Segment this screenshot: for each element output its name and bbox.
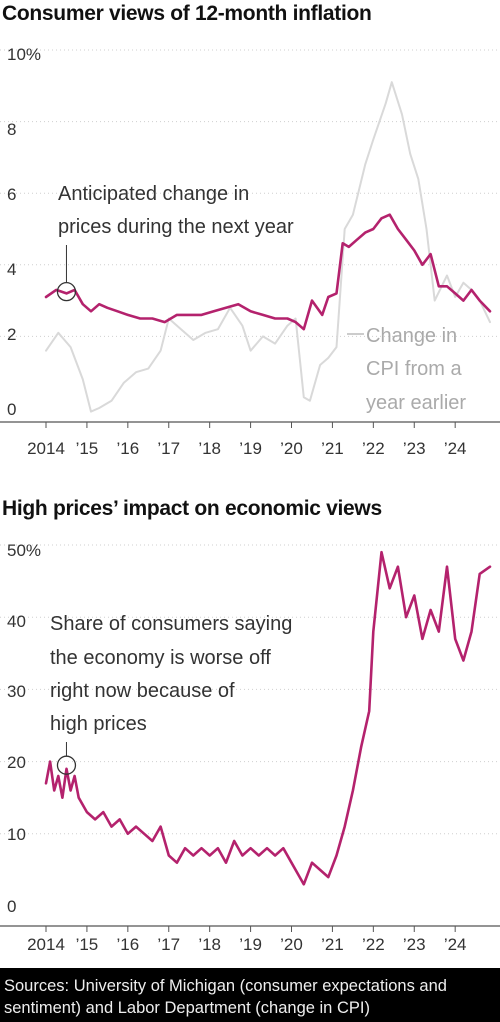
annotation-text: right now because of — [50, 680, 235, 702]
x-tick-label: ’15 — [76, 439, 99, 458]
cpi-series-label: CPI from a — [366, 358, 462, 380]
x-tick-label: ’24 — [444, 439, 467, 458]
expectations-line — [44, 213, 492, 331]
y-tick-label: 0 — [7, 400, 16, 419]
cpi-series-label: Change in — [366, 325, 457, 347]
economic-views-chart: 50% 40 30 20 10 0 2014 ’15 ’16 ’17 ’18 ’19 ’20 ’21 ’22… — [0, 541, 500, 954]
annotation-text: high prices — [50, 713, 147, 735]
x-tick-label: ’20 — [280, 935, 303, 954]
y-tick-label: 2 — [7, 325, 16, 344]
x-tick-label: ’21 — [321, 935, 344, 954]
x-tick-label: ’17 — [157, 439, 180, 458]
y-tick-label: 10% — [7, 45, 41, 64]
annotation-text: prices during the next year — [58, 216, 294, 238]
annotation-marker — [56, 755, 77, 775]
y-tick-label: 0 — [7, 897, 16, 916]
x-tick-label: ’19 — [239, 935, 262, 954]
y-tick-label: 6 — [7, 185, 16, 204]
sources-line-1: Sources: University of Michigan (consume… — [4, 977, 447, 995]
x-tick-label: ’21 — [321, 439, 344, 458]
x-tick-label: ’24 — [444, 935, 467, 954]
y-tick-label: 40 — [7, 612, 26, 631]
x-tick-label: ’22 — [362, 439, 385, 458]
x-tick-label: ’17 — [157, 935, 180, 954]
chart-1-title: Consumer views of 12-month inflation — [2, 2, 372, 25]
cpi-line — [45, 81, 491, 413]
y-tick-label: 8 — [7, 120, 16, 139]
chart-2-title: High prices’ impact on economic views — [2, 497, 382, 520]
y-tick-label: 30 — [7, 682, 26, 701]
x-tick-label: ’22 — [362, 935, 385, 954]
cpi-series-label: year earlier — [366, 392, 466, 414]
x-tick-label: ’18 — [198, 935, 221, 954]
annotation-text: Share of consumers saying — [50, 613, 292, 635]
x-tick-label: ’15 — [76, 935, 99, 954]
sources-line-2: sentiment) and Labor Department (change … — [4, 999, 370, 1017]
sources-footer: Sources: University of Michigan (consume… — [0, 968, 500, 1022]
x-tick-label: ’19 — [239, 439, 262, 458]
x-tick-label: 2014 — [27, 935, 65, 954]
annotation-text: the economy is worse off — [50, 647, 271, 669]
y-tick-label: 4 — [7, 260, 16, 279]
x-tick-label: 2014 — [27, 439, 65, 458]
x-tick-label: ’16 — [116, 935, 139, 954]
y-tick-label: 50% — [7, 541, 41, 560]
y-tick-label: 20 — [7, 753, 26, 772]
x-tick-label: ’16 — [116, 439, 139, 458]
x-tick-label: ’23 — [403, 935, 426, 954]
x-tick-label: ’23 — [403, 439, 426, 458]
expectations-line — [44, 550, 492, 886]
x-tick-label: ’20 — [280, 439, 303, 458]
annotation-marker — [56, 281, 77, 302]
annotation-text: Anticipated change in — [58, 183, 249, 205]
x-tick-label: ’18 — [198, 439, 221, 458]
y-tick-label: 10 — [7, 825, 26, 844]
inflation-chart: 10% 8 6 4 2 0 2014 ’15 ’16 ’17 ’18 ’19 ’20 ’21 ’22 ’23 ’… — [0, 45, 500, 458]
